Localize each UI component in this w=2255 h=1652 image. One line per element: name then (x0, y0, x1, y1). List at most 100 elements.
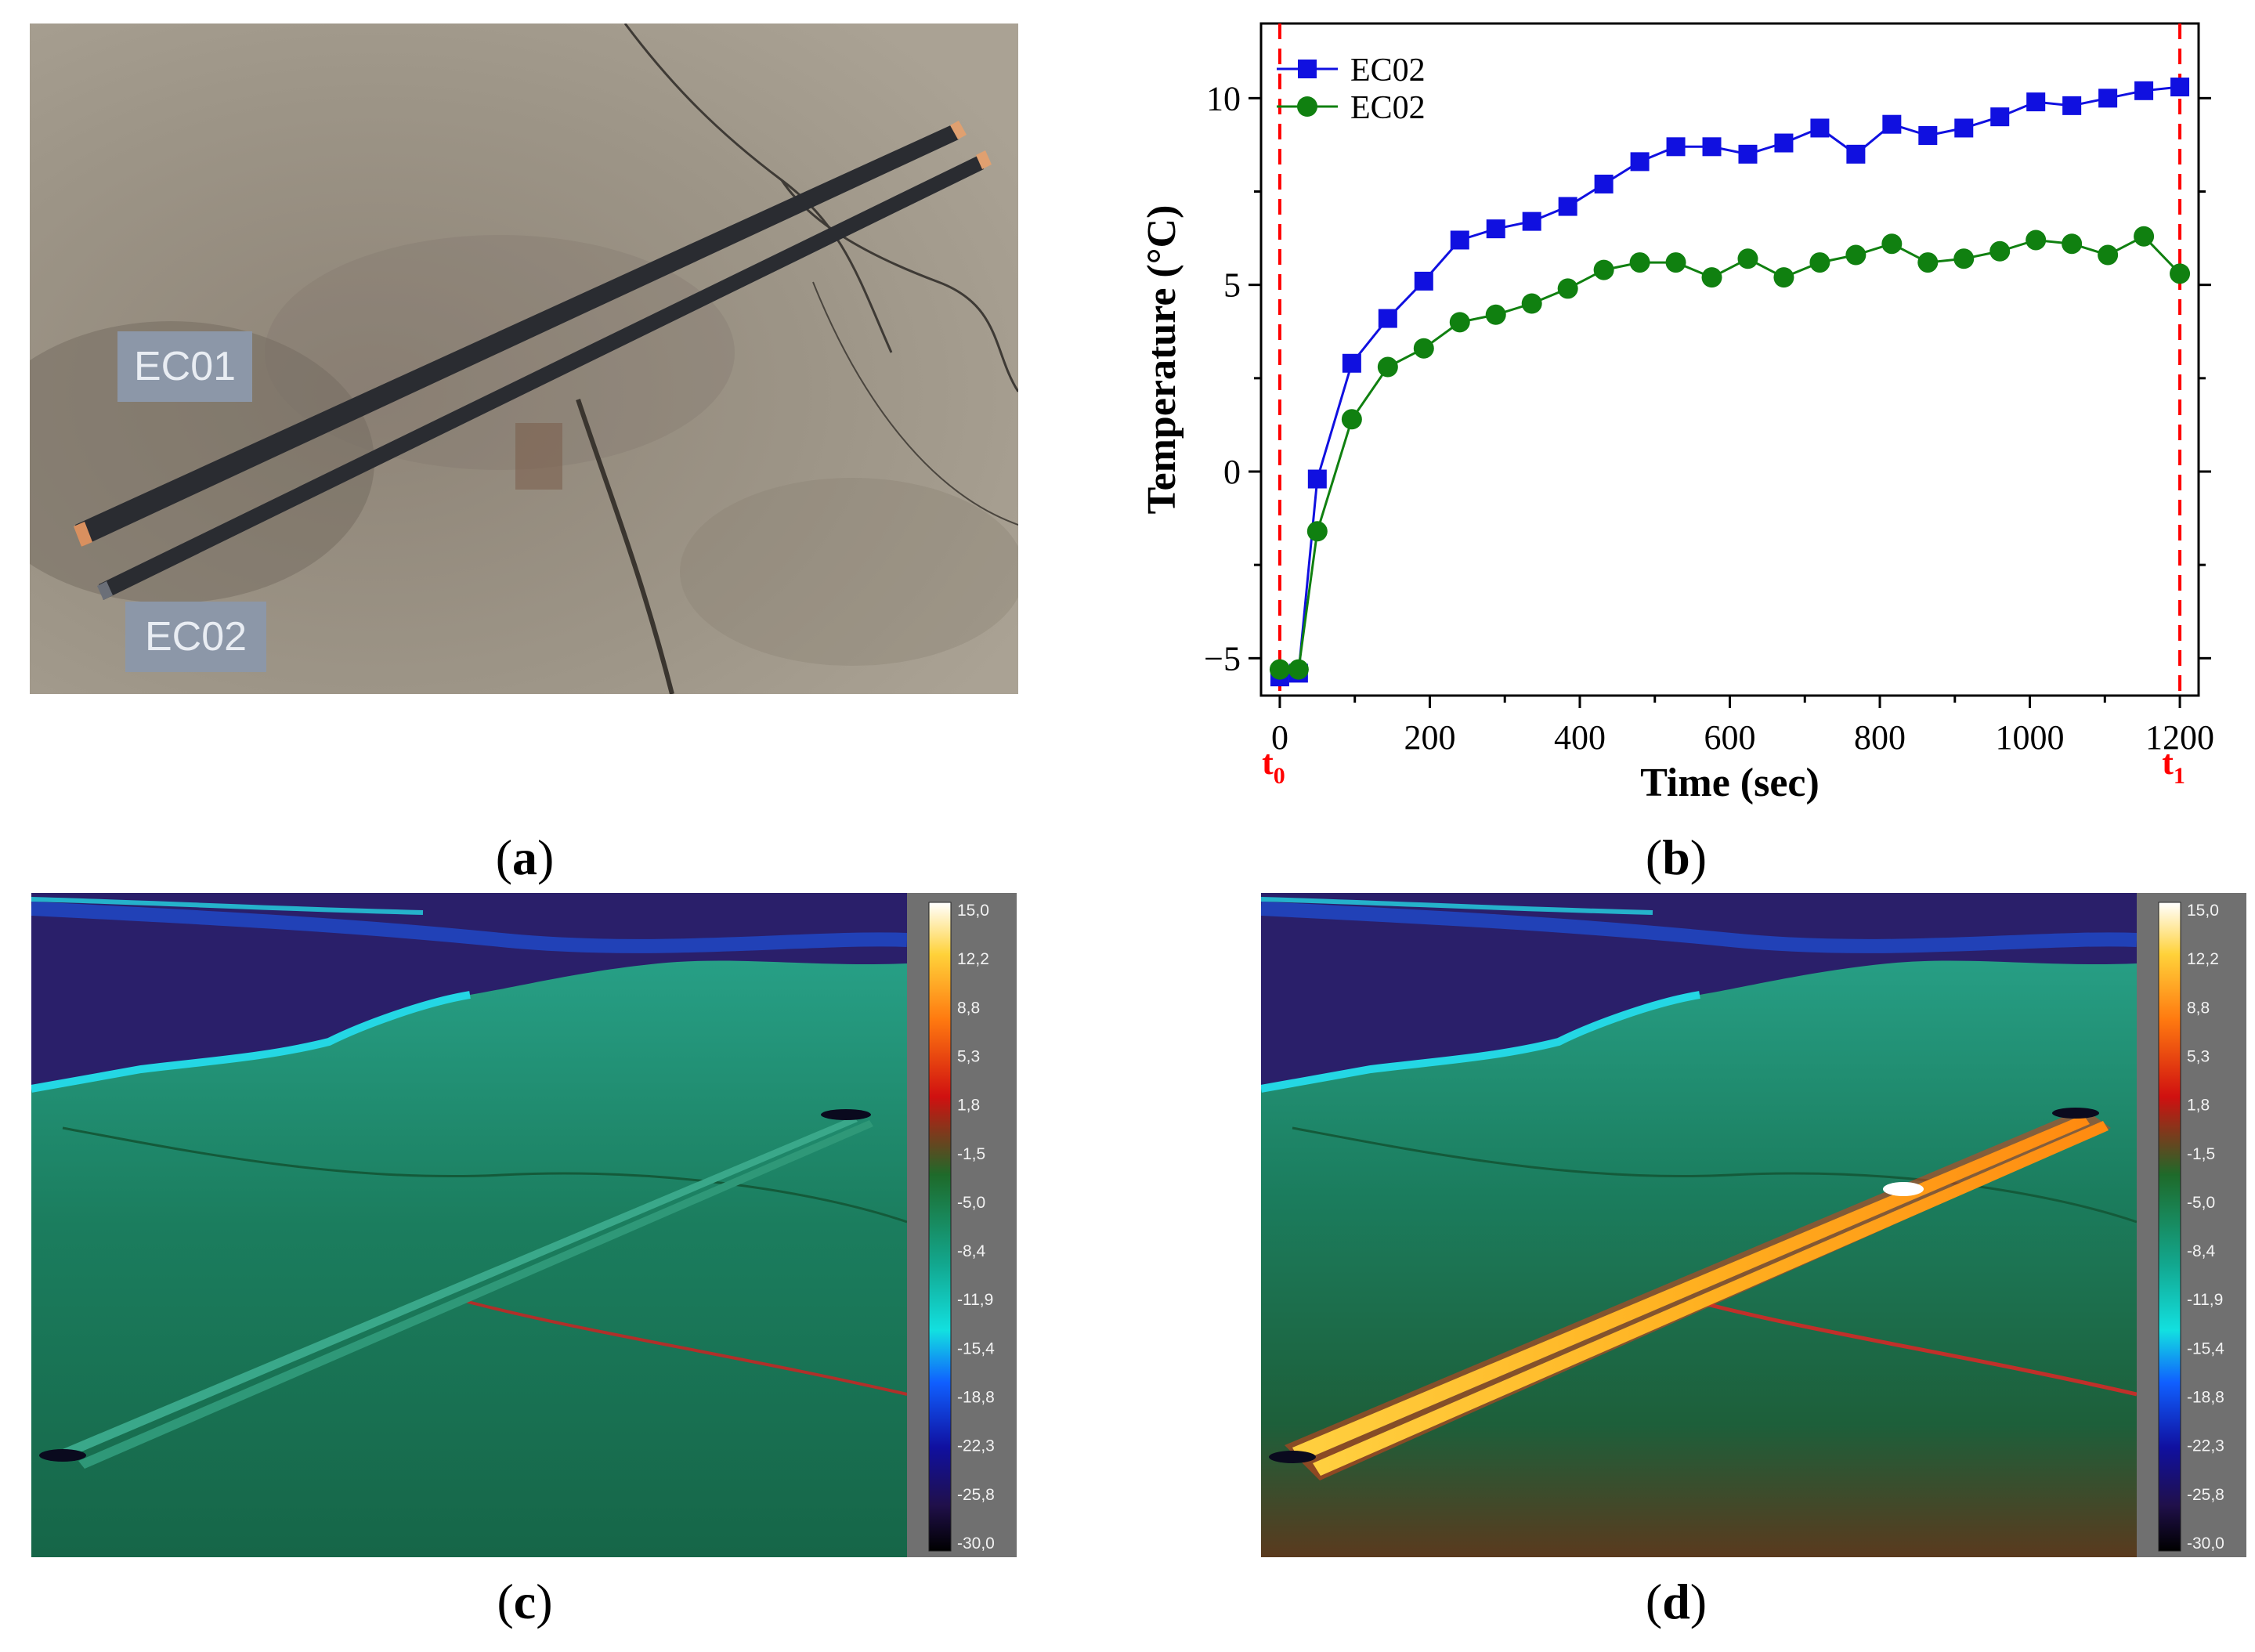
caption-d: (d) (1645, 1574, 1708, 1629)
data-point-circle (1665, 252, 1686, 273)
colorbar-tick-label: -8,4 (957, 1242, 986, 1260)
thermal-image-before: 15,0 12,2 8,8 5,3 1,8 -1,5 -5,0 -8,4 -11,9 -15,4 -… (31, 893, 1017, 1557)
ec-strip-hot (1313, 1121, 2109, 1476)
data-point-circle (2134, 226, 2155, 247)
colorbar-tick-label: -5,0 (2187, 1194, 2215, 1212)
legend-marker-circle (1297, 96, 1317, 117)
data-point-circle (1989, 240, 2011, 262)
data-point-square (1846, 144, 1866, 164)
y-tick-label: −5 (1204, 639, 1241, 678)
strip-end-marker (2052, 1108, 2099, 1119)
colorbar-tick-label: -18,8 (2187, 1389, 2224, 1407)
colorbar-tick-label: 5,3 (2187, 1047, 2210, 1065)
colorbar-tick-label: -1,5 (957, 1145, 985, 1163)
x-tick-label: 800 (1854, 718, 1906, 757)
data-point-square (1738, 144, 1758, 164)
data-point-circle (1881, 233, 1903, 255)
data-point-circle (1413, 338, 1434, 359)
stain-patch (515, 423, 562, 490)
data-point-square (1378, 309, 1397, 328)
colorbar-tick-label: -22,3 (957, 1437, 995, 1455)
panel-a-photo: EC01 EC02 (0, 23, 1025, 695)
data-point-square (1666, 137, 1686, 157)
strip-end-marker (821, 1109, 871, 1120)
data-point-circle (1485, 304, 1506, 325)
strip-label-ec01: EC01 (117, 331, 252, 402)
y-tick-label: 0 (1223, 453, 1241, 491)
data-point-circle (1288, 659, 1309, 680)
data-point-circle (1521, 293, 1542, 314)
colorbar-tick-label: -25,8 (957, 1486, 995, 1504)
data-point-circle (1377, 356, 1398, 378)
data-point-circle (1737, 248, 1758, 269)
colorbar-tick-label: 8,8 (2187, 999, 2210, 1017)
data-point-circle (1341, 409, 1362, 430)
legend-marker-square (1298, 60, 1317, 78)
ec-strip-cold (78, 1120, 873, 1469)
data-point-circle (1809, 252, 1830, 273)
data-point-square (1990, 107, 2010, 127)
data-point-square (1558, 197, 1577, 216)
x-tick-label: 600 (1704, 718, 1756, 757)
crack-line (576, 399, 674, 695)
data-point-circle (1773, 267, 1794, 288)
caption-a: (a) (495, 830, 555, 885)
colorbar-tick-label: -15,4 (2187, 1339, 2224, 1357)
colorbar-background (907, 893, 1017, 1557)
caption-c: (c) (497, 1574, 553, 1629)
data-point-square (1342, 353, 1361, 373)
colorbar-tick-label: 12,2 (2187, 950, 2219, 968)
data-point-circle (2062, 233, 2083, 255)
colorbar-tick-label: 1,8 (2187, 1097, 2210, 1115)
ec-strip-cold (63, 1116, 858, 1457)
data-point-square (2134, 81, 2154, 100)
ec01-strip (75, 124, 959, 547)
data-point-square (1882, 114, 1902, 134)
data-point-circle (1306, 521, 1328, 542)
colorbar-tick-labels: 15,0 12,2 8,8 5,3 1,8 -1,5 -5,0 -8,4 -11,9 -15,4 -… (2187, 902, 2224, 1553)
series-line (1279, 85, 2181, 678)
colorbar-tick-label: -22,3 (2187, 1437, 2224, 1455)
ec01-copper-tab (950, 121, 967, 139)
data-point-square (1810, 118, 1830, 138)
data-point-circle (1557, 278, 1578, 299)
panel-d-thermal: 15,0 12,2 8,8 5,3 1,8 -1,5 -5,0 -8,4 -11,9 -15,4 -… (1260, 893, 2246, 1557)
colorbar-tick-label: -5,0 (957, 1194, 985, 1212)
data-point-circle (1701, 267, 1722, 288)
data-point-circle (1845, 244, 1867, 266)
data-point-circle (1593, 259, 1614, 280)
colorbar-tick-label: -18,8 (957, 1389, 995, 1407)
data-point-circle (2170, 263, 2191, 284)
x-tick-label: 1200 (2145, 718, 2214, 757)
data-point-circle (1449, 312, 1470, 333)
caption-b: (b) (1645, 830, 1708, 885)
colorbar-tick-label: -8,4 (2187, 1242, 2216, 1260)
colorbar (2158, 902, 2181, 1552)
data-point-circle (2098, 244, 2119, 266)
strip-label-ec02: EC02 (125, 602, 266, 672)
data-point-circle (1917, 252, 1939, 273)
data-point-square (1702, 137, 1722, 157)
data-point-square (2170, 78, 2190, 97)
ec02-copper-tab (976, 150, 992, 169)
colorbar-background (2137, 893, 2246, 1557)
series-line (1279, 234, 2181, 671)
data-point-square (1450, 230, 1469, 250)
thermal-image-after: 15,0 12,2 8,8 5,3 1,8 -1,5 -5,0 -8,4 -11,9 -15,4 -… (1260, 893, 2246, 1557)
crack-line (780, 179, 1020, 392)
colorbar-tick-label: 12,2 (957, 950, 989, 968)
ec-strip-hot (1292, 1115, 2090, 1462)
colorbar-tick-label: -25,8 (2187, 1486, 2224, 1504)
data-point-square (1774, 133, 1794, 153)
data-point-circle (1269, 659, 1290, 680)
x-axis-label: Time (sec) (1640, 761, 1820, 805)
data-point-square (2026, 92, 2046, 112)
x-tick-label: 1000 (1996, 718, 2065, 757)
data-point-circle (2026, 230, 2047, 251)
data-point-square (1486, 219, 1505, 239)
data-point-circle (1629, 252, 1650, 273)
data-point-square (2098, 89, 2118, 108)
crack-line (812, 281, 1019, 526)
colorbar-tick-label: 8,8 (957, 999, 980, 1017)
panel-c-thermal: 15,0 12,2 8,8 5,3 1,8 -1,5 -5,0 -8,4 -11,9 -15,4 -… (31, 893, 1017, 1557)
